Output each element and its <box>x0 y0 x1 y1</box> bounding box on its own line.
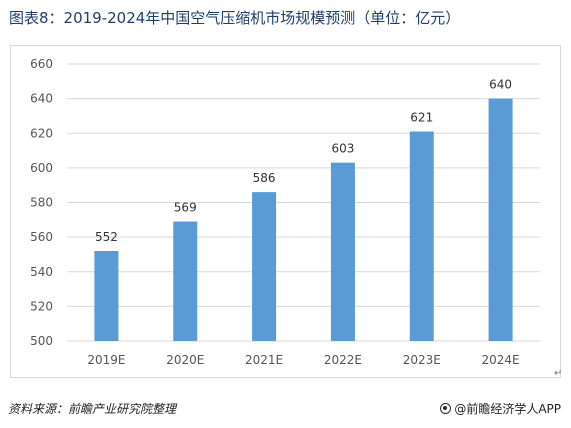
brand-logo-icon <box>440 403 452 414</box>
y-tick-label: 540 <box>30 265 53 279</box>
bar <box>488 98 513 341</box>
y-tick-label: 560 <box>30 230 53 244</box>
data-label: 603 <box>331 142 354 156</box>
bar <box>409 131 434 341</box>
data-label: 586 <box>253 171 276 185</box>
data-label: 552 <box>95 230 118 244</box>
y-tick-label: 620 <box>30 126 53 140</box>
y-tick-label: 580 <box>30 196 53 210</box>
paragraph-mark: ↵ <box>554 368 563 379</box>
data-label: 640 <box>489 78 512 92</box>
y-tick-label: 500 <box>30 334 53 348</box>
bar <box>252 192 277 341</box>
data-label: 621 <box>410 111 433 125</box>
bar <box>94 250 119 341</box>
brand-credit: @前瞻经济学人APP <box>440 400 561 417</box>
y-tick-label: 640 <box>30 92 53 106</box>
x-tick-label: 2024E <box>482 353 520 367</box>
y-tick-label: 600 <box>30 161 53 175</box>
x-tick-label: 2019E <box>87 353 125 367</box>
bar <box>330 162 355 341</box>
x-tick-label: 2022E <box>324 353 362 367</box>
x-tick-label: 2021E <box>245 353 283 367</box>
y-tick-label: 520 <box>30 299 53 313</box>
bar <box>173 221 198 341</box>
data-label: 569 <box>174 201 197 215</box>
x-tick-label: 2020E <box>166 353 204 367</box>
y-tick-label: 660 <box>30 57 53 71</box>
brand-text: @前瞻经济学人APP <box>454 402 561 416</box>
source-note: 资料来源：前瞻产业研究院整理 <box>8 402 177 416</box>
x-tick-label: 2023E <box>403 353 441 367</box>
chart-title: 图表8：2019-2024年中国空气压缩机市场规模预测（单位：亿元） <box>9 9 461 27</box>
